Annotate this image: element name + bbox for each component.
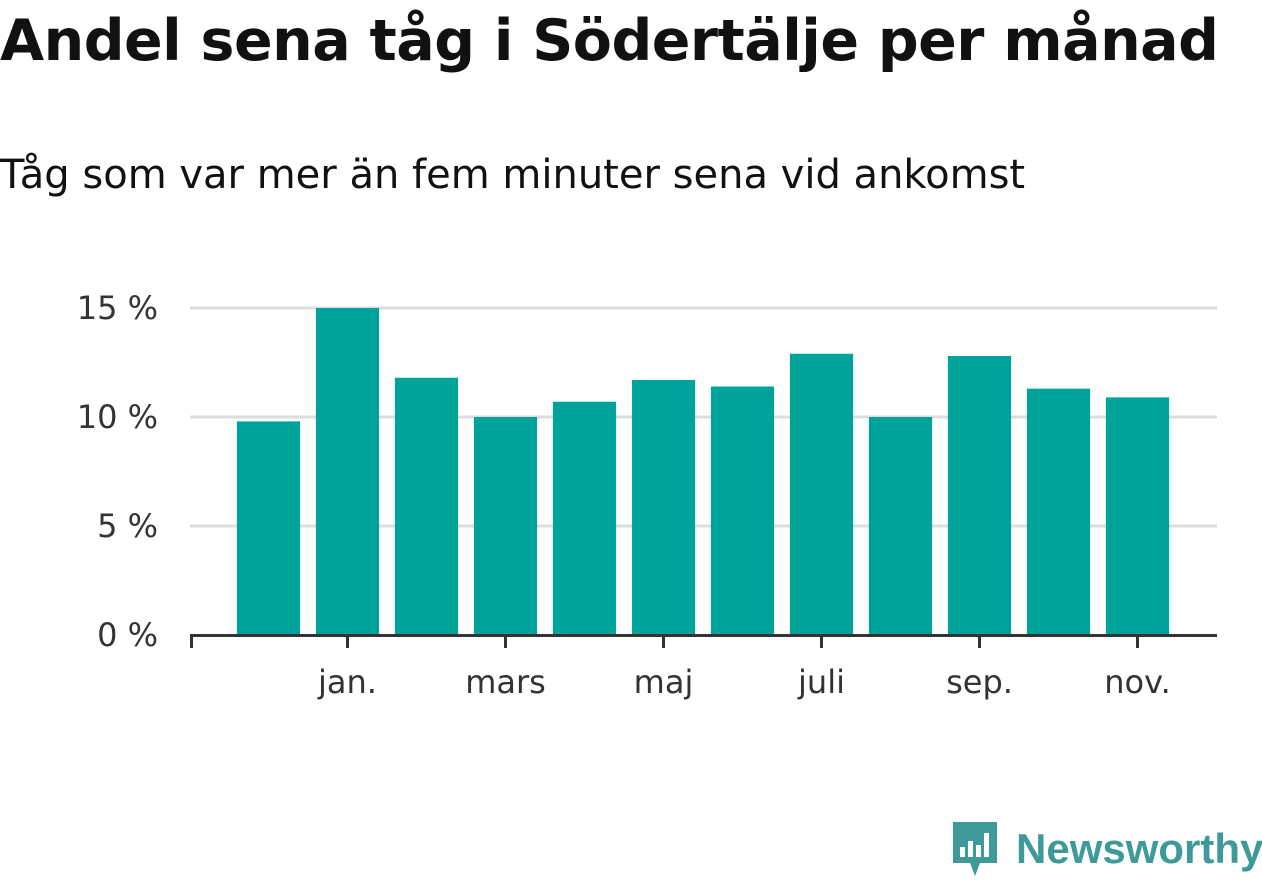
y-tick-label: 10 % [77, 398, 158, 436]
y-tick-label: 0 % [97, 616, 158, 654]
x-axis-ticks: jan. mars maj juli sep. nov. [317, 635, 1171, 701]
newsworthy-logo-icon [953, 822, 997, 876]
bar-mars [473, 417, 538, 635]
x-tick-label: maj [634, 663, 694, 701]
x-tick-label: juli [797, 663, 845, 701]
x-tick-label: sep. [946, 663, 1013, 701]
bar-dec [236, 421, 301, 635]
bar-jan [315, 308, 380, 635]
x-tick-label: nov. [1104, 663, 1170, 701]
chart-title: Andel sena tåg i Södertälje per månad [0, 8, 1219, 74]
y-tick-label: 5 % [97, 507, 158, 545]
chart-subtitle: Tåg som var mer än fem minuter sena vid … [0, 152, 1026, 198]
y-axis-ticks: 0 % 5 % 10 % 15 % [77, 289, 158, 654]
bars [236, 308, 1170, 635]
bar-juni [710, 386, 775, 635]
x-tick-label: jan. [317, 663, 377, 701]
bar-maj [631, 379, 696, 635]
bar-okt [1026, 388, 1091, 635]
x-axis [190, 634, 1217, 648]
bar-feb [394, 377, 459, 635]
bar-aug [868, 417, 933, 635]
bar-sep [947, 355, 1012, 635]
bar-juli [789, 353, 854, 635]
y-tick-label: 15 % [77, 289, 158, 327]
brand-name: Newsworthy [1016, 825, 1262, 872]
newsworthy-brand: Newsworthy [950, 818, 1262, 880]
x-tick-label: mars [465, 663, 546, 701]
bar-nov [1105, 397, 1170, 635]
bar-apr [552, 401, 617, 635]
